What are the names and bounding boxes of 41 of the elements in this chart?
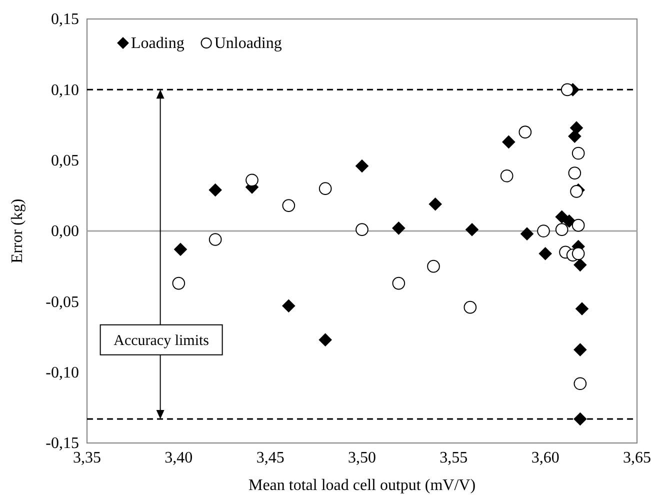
point — [574, 343, 587, 356]
point — [520, 227, 534, 240]
point — [208, 184, 222, 196]
point — [537, 224, 550, 238]
legend-label: Loading — [131, 35, 184, 52]
point — [562, 214, 576, 228]
y-tick-label: -0,10 — [46, 364, 79, 382]
point — [560, 83, 574, 96]
point — [572, 247, 585, 260]
legend-label: Unloading — [214, 35, 282, 52]
point — [246, 174, 258, 187]
x-tick-label: 3,55 — [440, 449, 468, 466]
point — [502, 136, 516, 148]
point — [282, 299, 296, 312]
annotation: Accuracy limits — [114, 332, 210, 349]
point — [318, 333, 332, 346]
point — [356, 160, 368, 172]
point — [555, 210, 568, 224]
point — [356, 223, 368, 236]
point — [574, 412, 587, 426]
y-tick-label: 0,10 — [51, 82, 79, 99]
x-tick-label: 3,60 — [531, 449, 560, 466]
x-tick-label: 3,40 — [164, 449, 193, 466]
x-tick-label: 3,45 — [256, 449, 284, 466]
point — [574, 258, 587, 272]
point — [568, 130, 582, 143]
x-tick-label: 3,50 — [348, 449, 376, 466]
y-tick-label: 0,05 — [51, 152, 79, 170]
y-tick-label: 0,00 — [51, 223, 79, 240]
x-tick-label: 3,65 — [623, 449, 651, 466]
point — [428, 198, 442, 211]
point — [576, 302, 588, 316]
point — [538, 247, 552, 260]
point — [466, 223, 478, 236]
y-tick-label: -0,05 — [46, 294, 79, 311]
y-tick-label: 0,15 — [51, 11, 79, 28]
point — [392, 222, 406, 235]
x-axis-title: Mean total load cell output (mV/V) — [248, 477, 476, 494]
point — [174, 242, 187, 256]
y-axis-title: Error (kg) — [9, 198, 26, 264]
point — [555, 223, 568, 236]
